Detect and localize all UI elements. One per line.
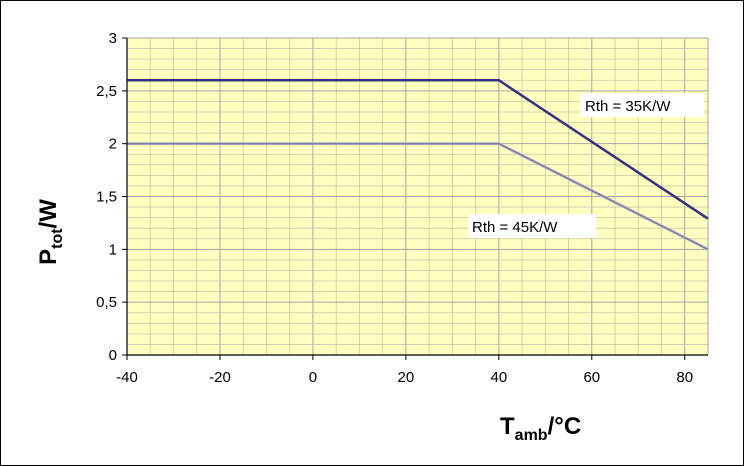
y-tick-label: 0: [109, 347, 117, 364]
y-tick-label: 1,5: [96, 189, 117, 206]
tick-labels: 0 0,5 1 1,5 2 2,5 3 -40 -20 0 20 40 60 80: [96, 30, 693, 386]
x-tick-label: 40: [490, 369, 507, 386]
x-axis-title-rest: /°C: [548, 413, 582, 440]
y-axis-title: Ptot/W: [35, 199, 66, 265]
y-tick-label: 1: [109, 241, 117, 258]
x-axis-title-sub: amb: [515, 427, 548, 444]
axes: [122, 37, 708, 360]
x-tick-label: -40: [116, 369, 138, 386]
x-tick-label: -20: [209, 369, 231, 386]
x-tick-label: 20: [398, 369, 415, 386]
x-axis-title: Tamb/°C: [500, 413, 581, 444]
series-line-rth-35: [127, 79, 709, 220]
series-label-45-box: Rth = 45K/W: [468, 214, 596, 238]
y-tick-label: 3: [109, 30, 117, 47]
y-axis-title-sub: tot: [49, 228, 66, 249]
y-tick-label: 0,5: [96, 294, 117, 311]
y-axis-title-rest: /W: [35, 199, 62, 229]
x-tick-label: 60: [583, 369, 600, 386]
x-axis-title-main: T: [500, 413, 515, 440]
series-label-35-box: Rth = 35K/W: [580, 93, 704, 117]
series-line-rth-45: [127, 142, 709, 250]
y-tick-label: 2: [109, 136, 117, 153]
series-label-35: Rth = 35K/W: [585, 98, 671, 115]
y-tick-label: 2,5: [96, 83, 117, 100]
y-axis-title-main: P: [35, 249, 62, 265]
series-layer: [127, 79, 709, 251]
x-tick-label: 0: [309, 369, 317, 386]
series-label-45: Rth = 45K/W: [472, 219, 558, 236]
x-tick-label: 80: [676, 369, 693, 386]
